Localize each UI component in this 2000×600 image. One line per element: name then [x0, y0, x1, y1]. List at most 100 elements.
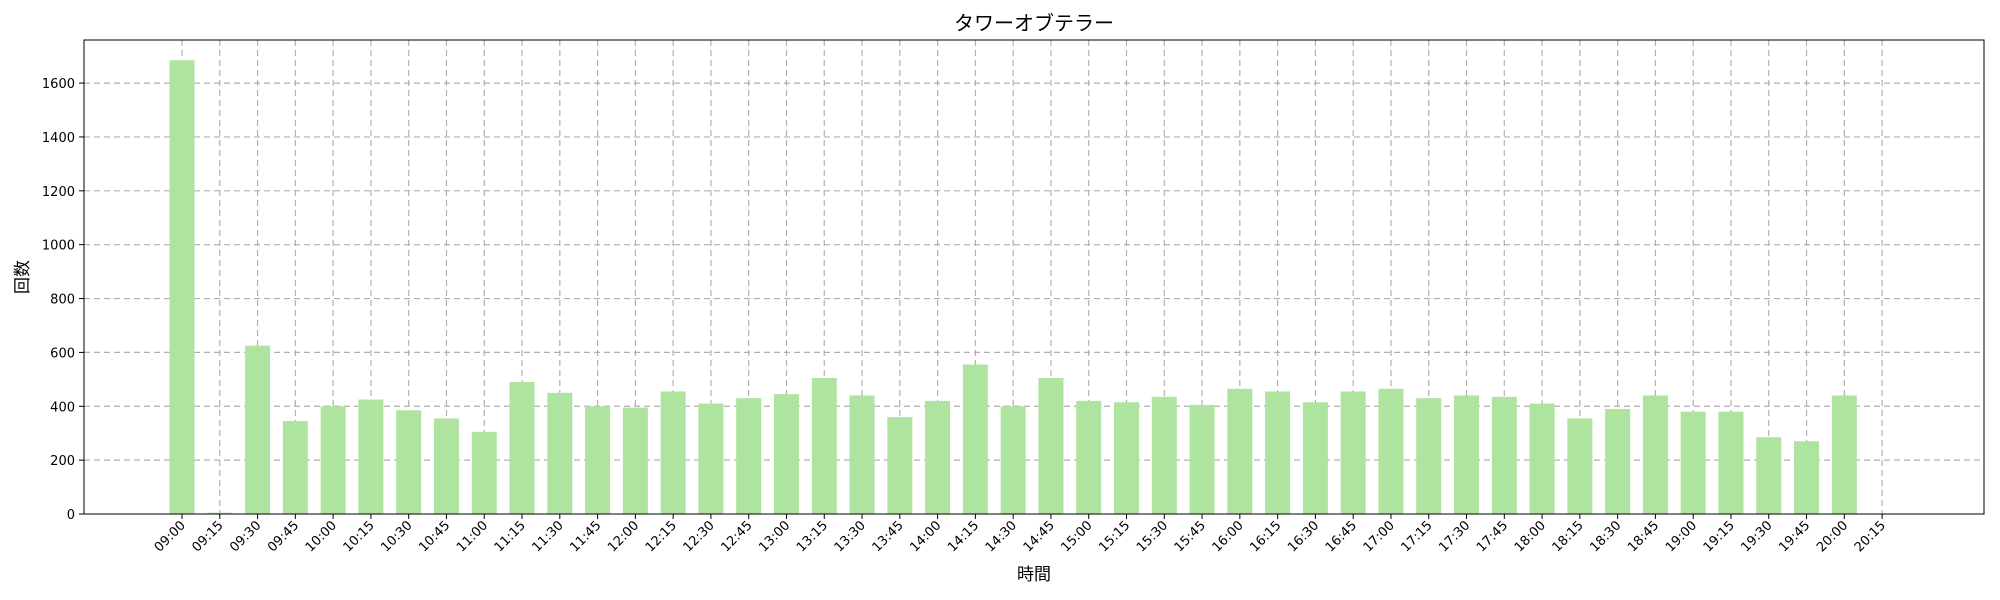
bar-12:15: [660, 391, 686, 514]
bar-09:45: [282, 421, 308, 514]
bar-17:15: [1416, 398, 1442, 514]
x-tick-label: 13:45: [870, 518, 907, 555]
y-axis-label: 回数: [13, 260, 33, 294]
x-tick-label: 10:15: [341, 518, 378, 555]
x-tick-label: 15:00: [1058, 518, 1095, 555]
bar-18:45: [1642, 395, 1668, 514]
x-tick-label: 17:15: [1398, 518, 1435, 555]
x-tick-label: 12:45: [718, 518, 755, 555]
x-tick-label: 09:45: [265, 518, 302, 555]
x-tick-label: 14:45: [1021, 518, 1058, 555]
bar-11:45: [585, 406, 611, 514]
x-tick-label: 20:00: [1814, 518, 1851, 555]
bar-20:00: [1831, 395, 1857, 514]
bar-17:00: [1378, 388, 1404, 514]
bar-17:30: [1454, 395, 1480, 514]
y-tick-label: 600: [50, 346, 75, 361]
x-tick-label: 16:30: [1285, 518, 1322, 555]
bar-16:30: [1302, 402, 1328, 514]
bar-14:30: [1000, 406, 1026, 514]
x-tick-label: 19:00: [1663, 518, 1700, 555]
bar-16:00: [1227, 388, 1253, 514]
x-axis-label: 時間: [1017, 565, 1051, 585]
bar-18:00: [1529, 403, 1555, 514]
bar-16:45: [1340, 391, 1366, 514]
x-tick-label: 18:00: [1512, 518, 1549, 555]
bar-09:15: [207, 512, 233, 514]
x-tick-label: 12:00: [605, 518, 642, 555]
bar-09:00: [169, 60, 195, 515]
x-tick-label: 13:00: [756, 518, 793, 555]
x-tick-label: 20:15: [1852, 518, 1889, 555]
y-tick-label: 1200: [42, 185, 75, 200]
bar-19:30: [1756, 437, 1782, 514]
bar-17:45: [1491, 396, 1517, 514]
x-tick-label: 09:15: [190, 518, 227, 555]
bar-14:45: [1038, 377, 1064, 514]
x-tick-label: 16:45: [1323, 518, 1360, 555]
bar-13:30: [849, 395, 875, 514]
bar-10:30: [396, 410, 422, 514]
x-tick-label: 13:15: [794, 518, 831, 555]
x-tick-label: 17:00: [1361, 518, 1398, 555]
x-tick-label: 18:30: [1587, 518, 1624, 555]
x-tick-label: 17:45: [1474, 518, 1511, 555]
bar-15:15: [1114, 402, 1139, 514]
y-tick-label: 200: [50, 454, 75, 469]
bar-10:15: [358, 399, 384, 514]
x-tick-label: 18:45: [1625, 518, 1662, 555]
bar-15:30: [1151, 396, 1177, 514]
y-tick-label: 400: [50, 400, 75, 415]
bar-13:45: [887, 417, 913, 514]
x-tick-label: 12:30: [681, 518, 718, 555]
bar-09:30: [245, 345, 271, 514]
x-tick-label: 11:45: [567, 518, 604, 555]
x-tick-label: 09:30: [227, 518, 264, 555]
x-tick-label: 19:30: [1738, 518, 1775, 555]
x-tick-label: 14:15: [945, 518, 982, 555]
bar-18:30: [1605, 408, 1631, 514]
x-tick-label: 10:00: [303, 518, 340, 555]
bar-14:15: [962, 364, 988, 514]
x-tick-label: 11:00: [454, 518, 491, 555]
x-tick-label: 16:00: [1210, 518, 1247, 555]
bar-10:45: [433, 418, 459, 514]
x-tick-label: 09:00: [152, 518, 189, 555]
bar-16:15: [1265, 391, 1291, 514]
bar-12:30: [698, 403, 724, 514]
bar-18:15: [1567, 418, 1593, 514]
bar-10:00: [320, 406, 346, 514]
x-tick-label: 13:30: [832, 518, 869, 555]
bar-15:45: [1189, 404, 1215, 514]
x-tick-label: 11:15: [492, 518, 529, 555]
bar-layer: [169, 60, 1857, 515]
x-tick-label: 12:15: [643, 518, 680, 555]
x-tick-label: 17:30: [1436, 518, 1473, 555]
bar-14:00: [925, 400, 951, 514]
bar-19:45: [1794, 441, 1820, 514]
bar-12:00: [622, 407, 648, 514]
y-tick-label: 0: [67, 508, 75, 523]
x-tick-label: 11:30: [530, 518, 567, 555]
plot-frame: [83, 39, 1985, 515]
x-tick-label: 14:00: [907, 518, 944, 555]
bar-12:45: [736, 398, 762, 514]
x-tick-label: 18:15: [1550, 518, 1587, 555]
bar-11:30: [547, 392, 573, 514]
x-tick-label: 14:30: [983, 518, 1020, 555]
x-tick-label: 16:15: [1247, 518, 1284, 555]
bar-13:15: [811, 377, 837, 514]
bar-13:00: [773, 394, 799, 514]
chart-title: タワーオブテラー: [954, 11, 1114, 35]
bar-15:00: [1076, 400, 1102, 514]
x-tick-label: 10:45: [416, 518, 453, 555]
x-tick-label: 19:45: [1776, 518, 1813, 555]
x-tick-label: 10:30: [378, 518, 415, 555]
y-tick-label: 1400: [42, 131, 75, 146]
y-tick-label: 1600: [42, 77, 75, 92]
y-tick-label: 800: [50, 293, 75, 308]
y-tick-label: 1000: [42, 239, 75, 254]
bar-11:00: [471, 431, 497, 514]
x-tick-label: 19:15: [1701, 518, 1738, 555]
